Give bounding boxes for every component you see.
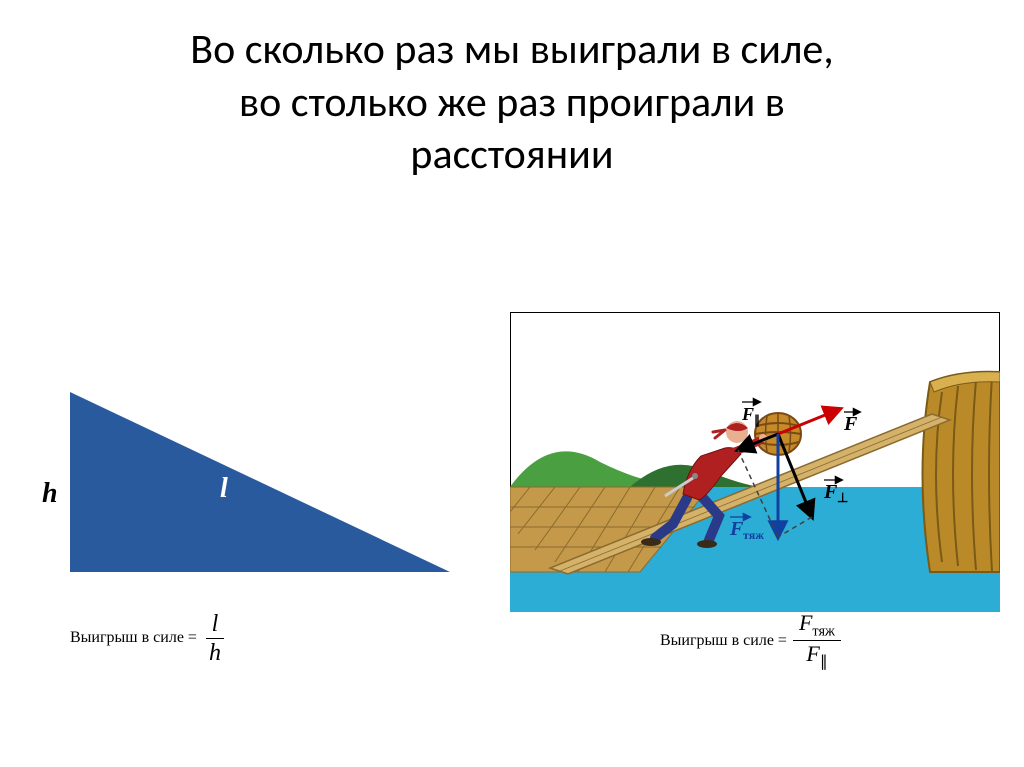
right-fraction: Fтяж F∥ [793, 612, 841, 670]
left-fraction: l h [203, 612, 227, 665]
left-frac-den: h [203, 639, 227, 665]
right-frac-den: F∥ [800, 641, 833, 670]
title-line3: расстоянии [40, 129, 984, 182]
right-frac-num: Fтяж [793, 612, 841, 642]
triangle [70, 392, 450, 572]
title-line2: во столько же раз проиграли в [40, 77, 984, 130]
content-area: h l Выигрыш в силе = l h [0, 182, 1024, 742]
svg-text:тяж: тяж [743, 528, 764, 542]
left-formula-prefix: Выигрыш в силе = [70, 629, 197, 647]
svg-text:∥: ∥ [754, 413, 760, 427]
right-formula-prefix: Выигрыш в силе = [660, 632, 787, 650]
ship-loading-diagram: F F ∥ F ⊥ F тяж [510, 312, 1000, 612]
svg-text:F: F [843, 413, 858, 435]
svg-text:F: F [729, 518, 744, 540]
right-formula: Выигрыш в силе = Fтяж F∥ [660, 612, 841, 670]
svg-text:F: F [741, 404, 754, 424]
ship [923, 371, 1001, 571]
left-frac-num: l [206, 612, 225, 639]
left-formula: Выигрыш в силе = l h [70, 612, 227, 665]
svg-text:F: F [823, 481, 838, 503]
page-title: Во сколько раз мы выиграли в силе, во ст… [0, 0, 1024, 182]
svg-text:⊥: ⊥ [837, 490, 848, 505]
title-line1: Во сколько раз мы выиграли в силе, [40, 24, 984, 77]
label-h: h [42, 478, 58, 509]
label-l: l [220, 473, 228, 504]
